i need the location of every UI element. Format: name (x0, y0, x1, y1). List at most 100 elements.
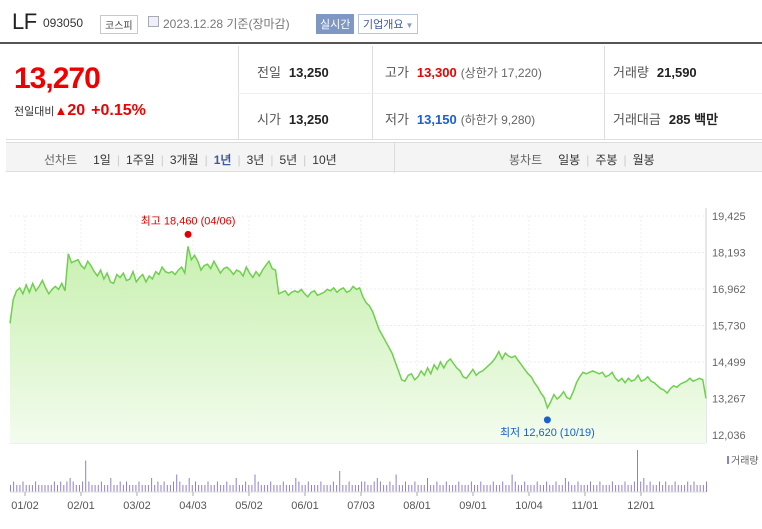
volume-bar (486, 485, 488, 492)
volume-bar (445, 481, 447, 492)
volume-bar (263, 485, 265, 492)
prev-close: 전일 13,250 (257, 62, 329, 81)
volume-bar (571, 485, 573, 492)
volume-bar (558, 485, 560, 492)
volume-bar (602, 485, 604, 492)
volume-bar (611, 481, 613, 492)
current-price: 13,270 (14, 62, 101, 95)
period-10y[interactable]: 10년 (312, 153, 337, 167)
period-3m[interactable]: 3개월 (169, 153, 199, 167)
price-chart[interactable]: 19,425 18,193 16,962 15,730 14,499 13,267 12,0… (0, 196, 762, 529)
volume-bar (533, 485, 535, 492)
volume-bar (298, 481, 300, 492)
volume-bar (226, 481, 228, 492)
y-tick-label: 13,267 (712, 394, 746, 406)
x-tick-label: 07/03 (347, 500, 375, 512)
volume-bar (555, 481, 557, 492)
volume-bar (10, 485, 11, 492)
volume-bar (254, 474, 256, 492)
candle-monthly[interactable]: 월봉 (632, 153, 655, 167)
volume-bar (608, 485, 610, 492)
realtime-button[interactable]: 실시간 (316, 14, 355, 34)
volume-bar (210, 485, 212, 492)
volume-label: 거래량 (613, 65, 649, 80)
volume-bar (66, 481, 68, 492)
volume-bar (699, 485, 701, 492)
volume-bar (583, 485, 585, 492)
volume-bar (198, 485, 200, 492)
company-info-dropdown[interactable]: 기업개요 ▼ (358, 14, 419, 34)
volume-bar (420, 485, 422, 492)
volume-bar (223, 485, 225, 492)
market-badge: 코스피 (100, 15, 138, 34)
change-amount: 20 (67, 102, 86, 119)
period-3y[interactable]: 3년 (246, 153, 265, 167)
volume-bar (235, 478, 237, 492)
volume-bar (88, 481, 90, 492)
volume-bar (25, 485, 27, 492)
volume-bar (461, 485, 463, 492)
volume-bar (323, 485, 325, 492)
volume-bar (317, 485, 319, 492)
volume-bar (354, 485, 356, 492)
volume-bar (85, 460, 87, 492)
volume-bar (238, 485, 240, 492)
x-tick-label: 08/01 (403, 500, 431, 512)
volume-legend-swatch (727, 456, 729, 464)
volume-bar (665, 481, 667, 492)
volume-bar (107, 485, 109, 492)
volume-bar (364, 481, 366, 492)
x-tick-label: 12/01 (627, 500, 655, 512)
volume-bar (452, 485, 454, 492)
volume-bar (549, 485, 551, 492)
volume-bar (586, 485, 588, 492)
volume-bar (367, 485, 369, 492)
period-5y[interactable]: 5년 (279, 153, 298, 167)
volume-bar (82, 481, 84, 492)
volume-bar (706, 481, 707, 492)
line-chart-periods: 선차트 1일 | 1주일 | 3개월 | 1년 | 3년 | 5년 | 10년 (44, 153, 337, 167)
volume-bar (104, 485, 106, 492)
candle-weekly[interactable]: 주봉 (595, 153, 618, 167)
candle-daily[interactable]: 일봉 (558, 153, 581, 167)
period-1y[interactable]: 1년 (213, 153, 232, 167)
volume-bar (448, 485, 450, 492)
x-tick-label: 11/01 (572, 500, 599, 512)
volume-bar (696, 485, 698, 492)
volume-bar (116, 485, 118, 492)
volume-bar (524, 481, 526, 492)
volume-bar (329, 485, 331, 492)
volume-bar (408, 485, 410, 492)
volume-bar (113, 485, 115, 492)
volume-bar (499, 485, 501, 492)
volume-bar (267, 485, 269, 492)
volume-bar (53, 481, 55, 492)
volume-bar (220, 485, 222, 492)
y-tick-label: 14,499 (712, 357, 746, 369)
volume-bar (342, 485, 344, 492)
volume-bar (41, 485, 43, 492)
volume-bar (436, 481, 438, 492)
volume-bar (154, 485, 156, 492)
high-marker (184, 230, 192, 238)
volume-bar (251, 485, 253, 492)
volume-bar (276, 485, 278, 492)
period-1w[interactable]: 1주일 (125, 153, 155, 167)
volume-bar (483, 485, 485, 492)
volume-bar (605, 485, 607, 492)
volume-bar (273, 485, 275, 492)
volume-bar (680, 485, 682, 492)
x-tick-label: 01/02 (11, 500, 39, 512)
volume-bar (229, 485, 231, 492)
volume-bar (182, 485, 184, 492)
price-line (9, 246, 707, 410)
volume-bar (292, 485, 294, 492)
period-1d[interactable]: 1일 (93, 153, 111, 167)
y-tick-label: 16,962 (712, 284, 746, 296)
volume-bar (379, 481, 381, 492)
volume-bar (621, 485, 623, 492)
volume-bar (216, 481, 218, 492)
volume-bar (637, 450, 638, 492)
divider (238, 93, 762, 94)
volume-bar (580, 485, 582, 492)
